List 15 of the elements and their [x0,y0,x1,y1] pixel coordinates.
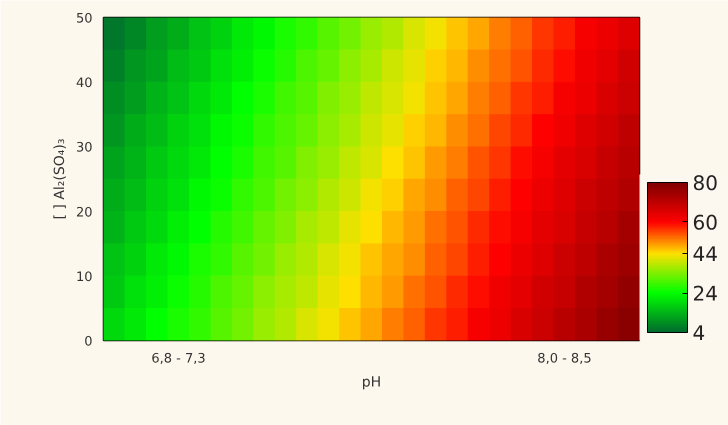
x-tick-label: 8,0 - 8,5 [537,352,592,366]
color-bar-label: 80 [692,171,718,195]
color-bar-label: 4 [692,321,706,345]
color-bar-label: 44 [692,242,718,266]
y-tick-label: 50 [76,12,93,26]
y-axis-title: [ ] Al₂(SO₄)₃ [52,138,68,220]
x-tick-label: 6,8 - 7,3 [151,352,206,366]
y-tick-label: 40 [76,76,93,92]
x-axis-title: pH [362,374,382,390]
color-bar-label: 24 [692,282,718,306]
y-tick-label: 0 [84,334,93,350]
y-tick-label: 30 [76,140,93,156]
color-bar-label: 60 [692,210,718,234]
y-tick-label: 20 [76,205,93,220]
y-tick-label: 10 [76,270,93,285]
